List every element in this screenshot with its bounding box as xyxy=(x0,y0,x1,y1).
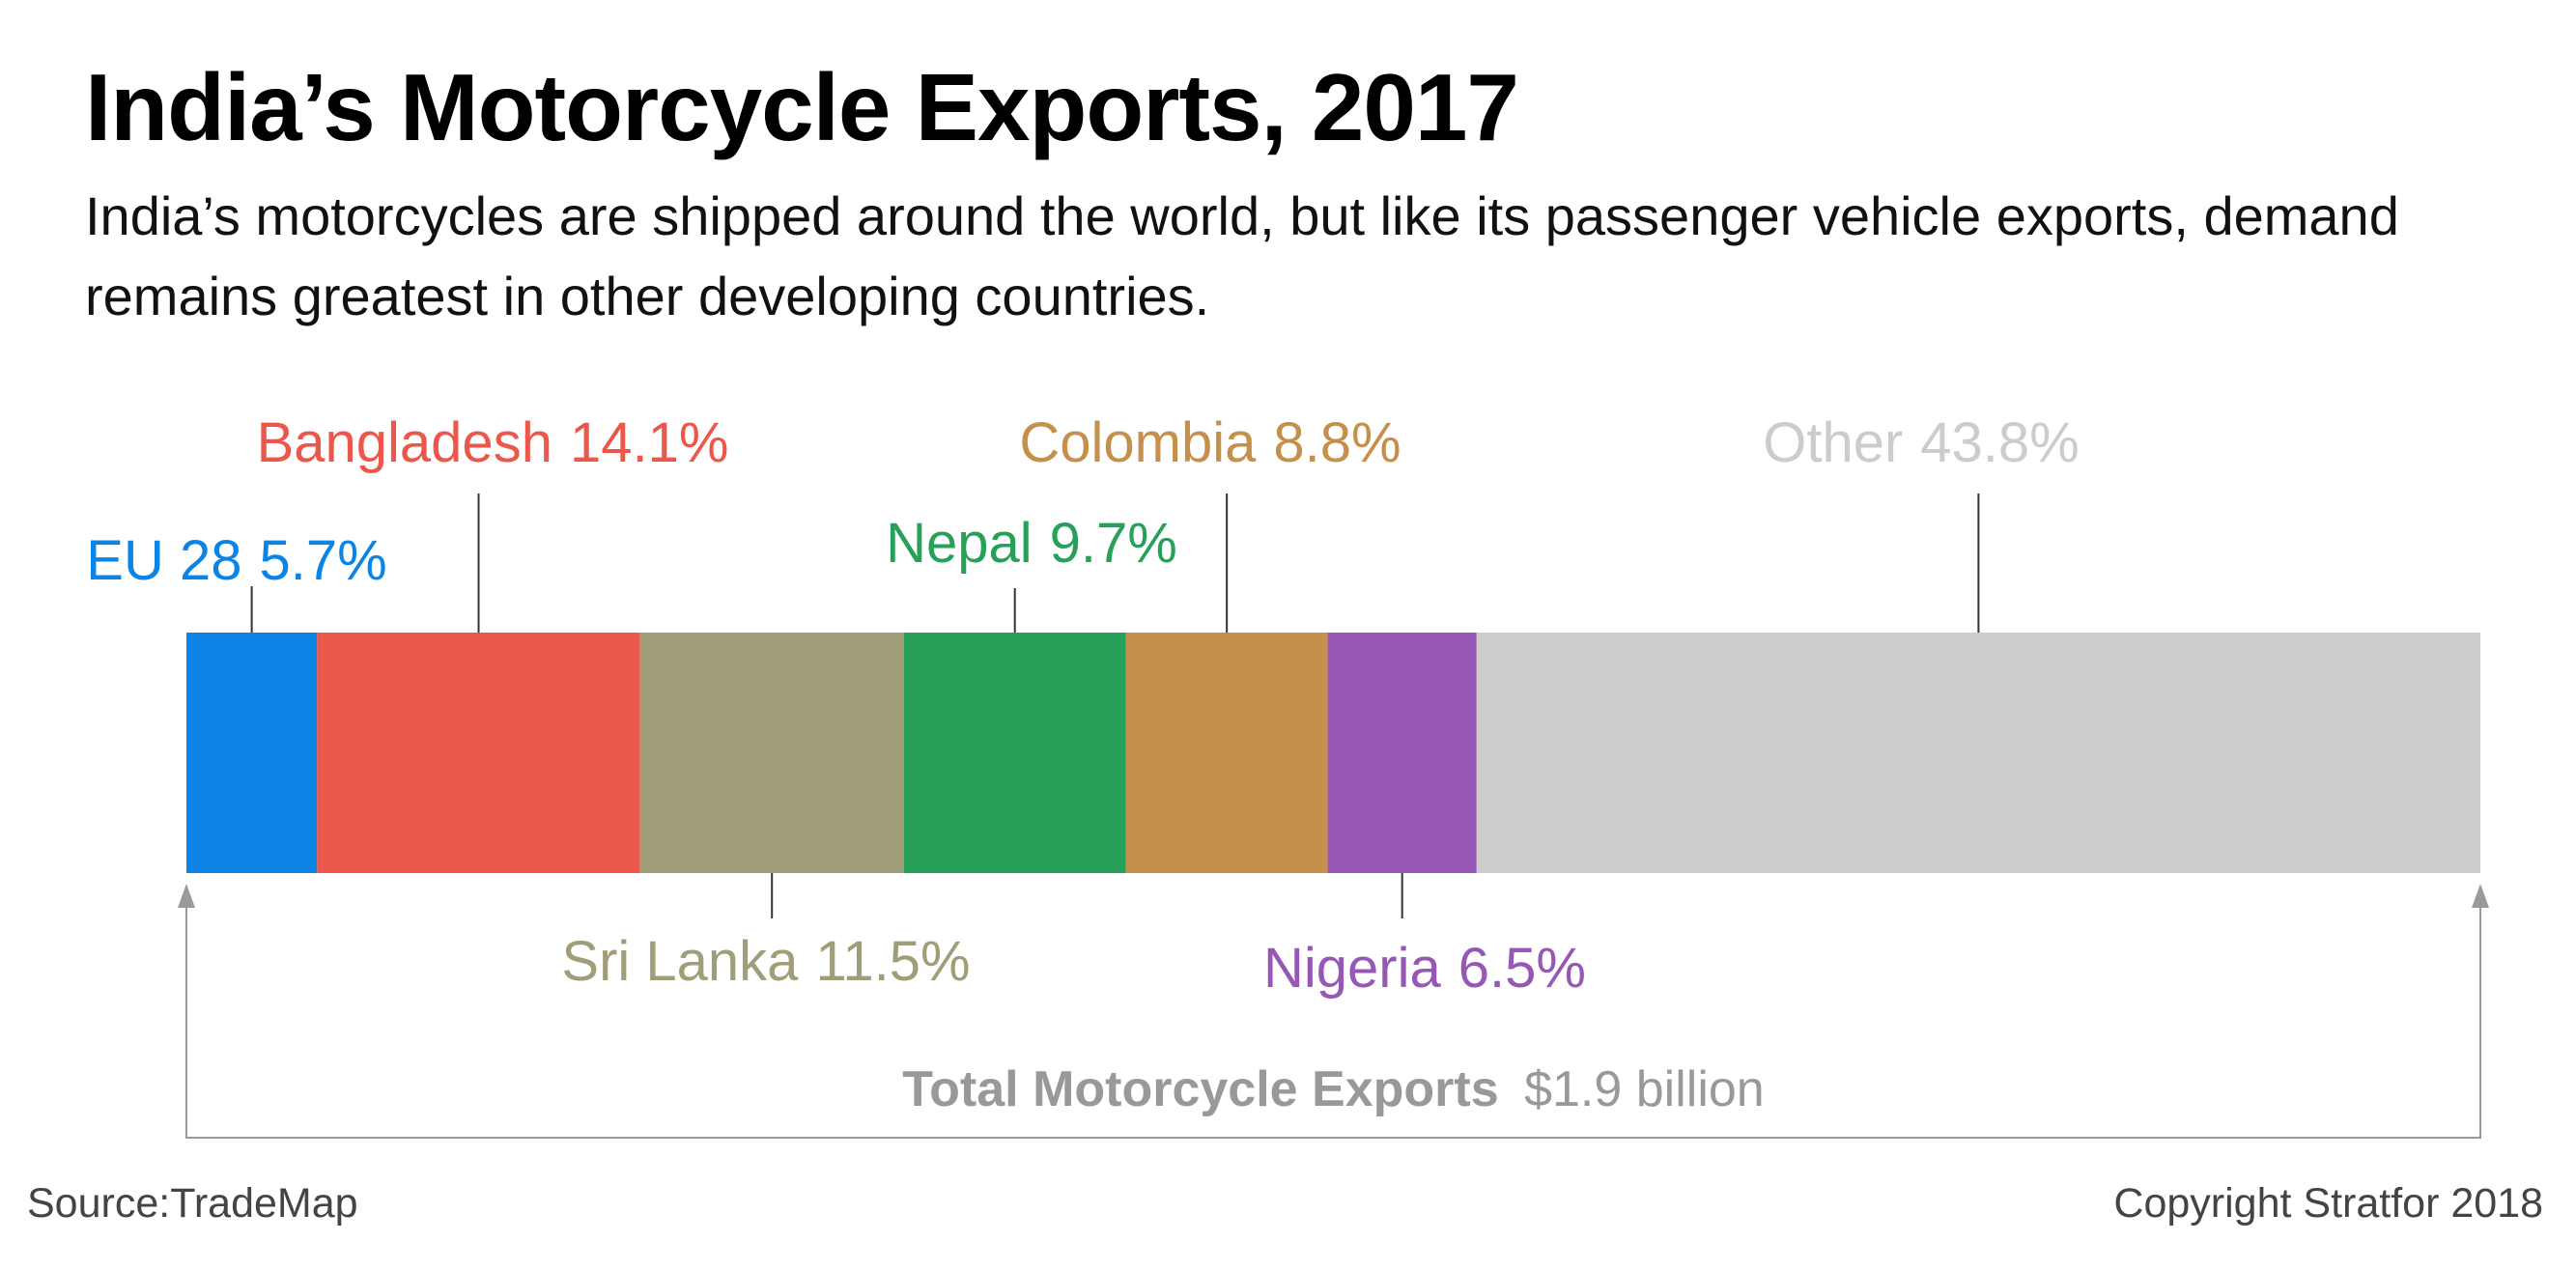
segment-label-other: Other 43.8% xyxy=(1763,411,2080,474)
bar-segment-colombia xyxy=(1125,633,1328,873)
segment-label-value: 5.7% xyxy=(260,529,387,592)
bar-segment-other xyxy=(1476,633,2480,873)
bar-segment-bangladesh xyxy=(317,633,640,873)
segment-label-name: Bangladesh xyxy=(257,411,552,474)
segment-label-nepal: Nepal 9.7% xyxy=(886,512,1177,575)
total-label-value: $1.9 billion xyxy=(1524,1061,1765,1117)
segment-label-name: Nepal xyxy=(886,512,1033,575)
bracket-arrow-left xyxy=(178,884,195,908)
copyright-note: Copyright Stratfor 2018 xyxy=(2113,1180,2543,1227)
total-label-name: Total Motorcycle Exports xyxy=(902,1061,1498,1117)
bar-segment-nepal xyxy=(903,633,1126,873)
segment-label-name: Sri Lanka xyxy=(561,930,799,993)
segment-label-value: 43.8% xyxy=(1920,411,2079,474)
segment-label-value: 6.5% xyxy=(1458,937,1586,1000)
segment-label-value: 14.1% xyxy=(570,411,728,474)
total-bracket-line xyxy=(185,898,2481,1139)
segment-label-value: 9.7% xyxy=(1050,512,1177,575)
segment-label-value: 8.8% xyxy=(1273,411,1401,474)
bar-segment-nigeria xyxy=(1327,633,1477,873)
bar-segment-eu-28 xyxy=(186,633,318,873)
bar-segments xyxy=(186,633,2480,873)
chart-title: India’s Motorcycle Exports, 2017 xyxy=(85,54,1519,160)
total-bracket xyxy=(178,884,2489,1139)
total-label: Total Motorcycle Exports $1.9 billion xyxy=(902,1061,1764,1117)
segment-label-name: Colombia xyxy=(1019,411,1257,474)
leader-lines xyxy=(250,494,1980,918)
segment-label-eu-28: EU 28 5.7% xyxy=(86,529,386,592)
chart-subtitle: India’s motorcycles are shipped around t… xyxy=(85,185,2399,326)
segment-label-name: EU 28 xyxy=(86,529,241,592)
segment-label-colombia: Colombia 8.8% xyxy=(1019,411,1401,474)
segment-labels: EU 28 5.7% Bangladesh 14.1% Sri Lanka 11.5% Ne… xyxy=(86,411,2079,1000)
source-note: Source:TradeMap xyxy=(27,1180,358,1227)
bracket-arrow-right xyxy=(2472,884,2489,908)
segment-label-nigeria: Nigeria 6.5% xyxy=(1263,937,1586,1000)
segment-label-name: Other xyxy=(1763,411,1903,474)
bar-segment-sri-lanka xyxy=(639,633,904,873)
segment-label-bangladesh: Bangladesh 14.1% xyxy=(257,411,729,474)
segment-label-value: 11.5% xyxy=(815,930,970,993)
segment-label-sri-lanka: Sri Lanka 11.5% xyxy=(561,930,970,993)
segment-label-name: Nigeria xyxy=(1263,937,1441,1000)
